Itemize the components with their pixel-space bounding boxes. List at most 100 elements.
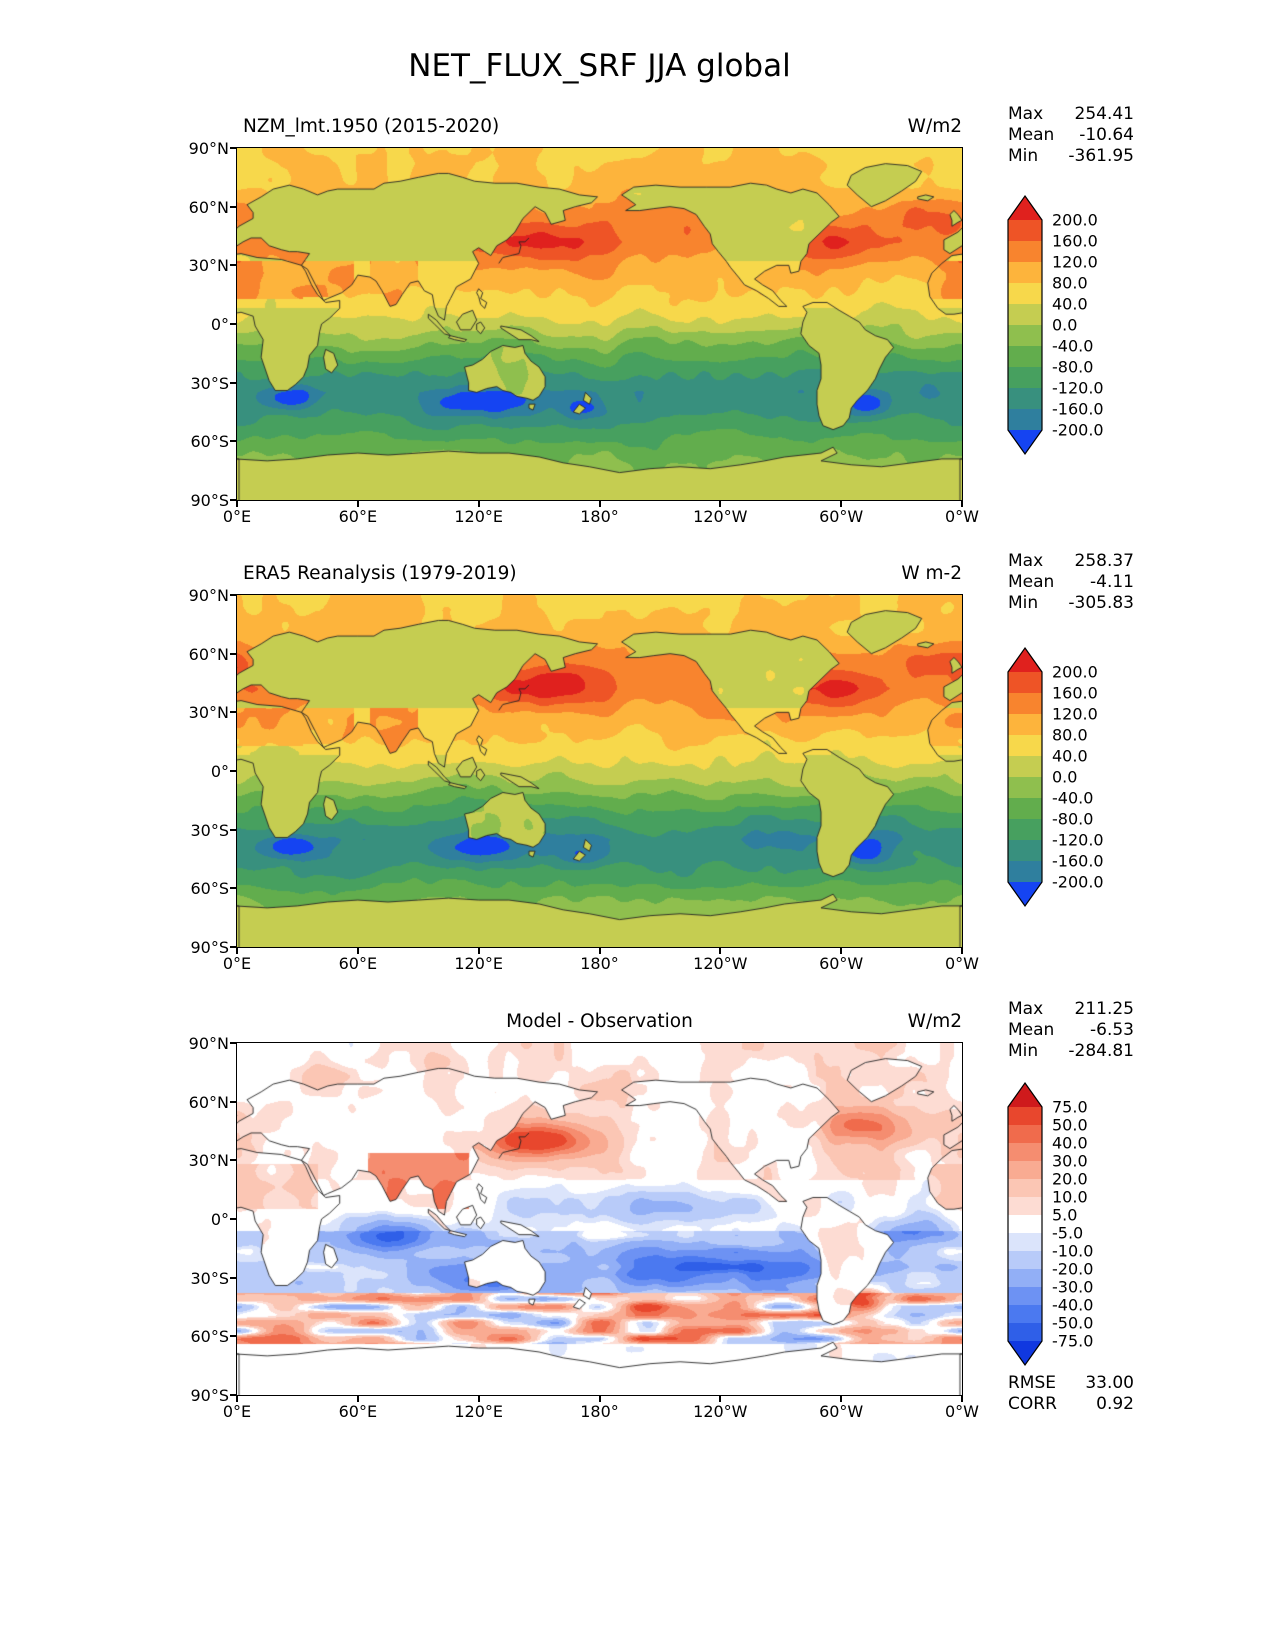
x-tick-label: 0°E [222,507,252,526]
x-tick-label: 180° [580,954,619,973]
y-tick-mark [230,887,236,890]
panel-title-model: NZM_lmt.1950 (2015-2020) [243,116,500,137]
x-tick-label: 60°W [819,954,864,973]
x-tick-label: 60°E [338,1402,378,1421]
x-tick-mark [477,948,480,954]
svg-text:120.0: 120.0 [1052,253,1098,272]
x-tick-mark [961,1396,963,1402]
svg-text:-10.0: -10.0 [1052,1242,1093,1261]
panel-title-observation: ERA5 Reanalysis (1979-2019) [243,563,517,584]
panel-title-difference: Model - Observation [506,1011,693,1032]
y-tick-label: 60°S [190,1327,229,1347]
svg-text:-20.0: -20.0 [1052,1260,1093,1279]
stat-row-min: Min -361.95 [1008,146,1134,167]
svg-text:50.0: 50.0 [1052,1116,1088,1135]
stats-block-difference: Max 211.25 Mean -6.53 Min -284.81 [1008,999,1134,1062]
x-tick-label: 0°W [945,954,979,973]
svg-text:-160.0: -160.0 [1052,400,1104,419]
x-tick-label: 180° [580,1402,619,1421]
colorbar-model: 200.0 160.0 120.0 80.0 40.0 0.0 -40.0 -80.0 -120… [1007,194,1104,456]
y-tick-label: 60°S [190,879,229,899]
y-tick-label: 90°N [188,1034,229,1053]
y-tick-mark [230,147,236,149]
x-tick-mark [356,1396,359,1402]
x-tick-label: 120°W [693,1402,748,1421]
svg-text:10.0: 10.0 [1052,1188,1088,1207]
stat-value: -4.11 [1090,572,1134,592]
y-tick-mark [230,323,236,325]
x-tick-mark [477,501,480,507]
y-tick-mark [230,770,236,772]
x-tick-mark [356,501,359,507]
x-tick-mark [719,501,722,507]
svg-text:-5.0: -5.0 [1052,1224,1083,1243]
x-tick-label: 0°W [945,1402,979,1421]
y-tick-label: 30°N [188,703,229,723]
y-tick-mark [230,652,236,655]
svg-text:75.0: 75.0 [1052,1098,1088,1117]
y-tick-mark [230,499,236,501]
y-tick-mark [230,264,236,267]
svg-text:-80.0: -80.0 [1052,358,1093,377]
stat-label: Max [1008,104,1044,124]
y-tick-mark [230,946,236,948]
metric-value: 33.00 [1085,1373,1134,1393]
y-tick-label: 30°N [188,1151,229,1171]
svg-text:30.0: 30.0 [1052,1152,1088,1171]
colorbar-observation: 200.0 160.0 120.0 80.0 40.0 0.0 -40.0 -80.0 -120… [1007,646,1104,908]
stat-value: 258.37 [1074,551,1134,571]
y-tick-label: 90°S [190,491,229,510]
stat-label: Min [1008,593,1039,613]
x-tick-label: 60°W [819,1402,864,1421]
y-tick-label: 0° [210,1210,229,1229]
y-tick-mark [230,1042,236,1044]
svg-text:40.0: 40.0 [1052,1134,1088,1153]
svg-text:200.0: 200.0 [1052,211,1098,230]
svg-text:-120.0: -120.0 [1052,831,1104,850]
x-tick-label: 120°E [454,1402,503,1421]
stat-row-mean: Mean -6.53 [1008,1020,1134,1041]
svg-text:-50.0: -50.0 [1052,1314,1093,1333]
svg-text:-200.0: -200.0 [1052,421,1104,440]
stat-row-max: Max 258.37 [1008,551,1134,572]
x-tick-label: 60°E [338,954,378,973]
y-tick-label: 30°S [190,373,229,393]
stat-value: -10.64 [1079,125,1134,145]
stat-row-min: Min -305.83 [1008,593,1134,614]
x-tick-label: 0°W [945,507,979,526]
x-tick-mark [236,1396,238,1402]
y-tick-mark [230,1394,236,1396]
x-tick-mark [477,1396,480,1402]
y-tick-label: 90°N [188,139,229,158]
x-tick-mark [236,501,238,507]
x-tick-label: 0°E [222,954,252,973]
svg-text:40.0: 40.0 [1052,747,1088,766]
y-tick-label: 90°S [190,1386,229,1405]
stat-label: Max [1008,999,1044,1019]
svg-text:160.0: 160.0 [1052,684,1098,703]
stat-row-mean: Mean -10.64 [1008,125,1134,146]
stats-block-model: Max 254.41 Mean -10.64 Min -361.95 [1008,104,1134,167]
svg-text:-40.0: -40.0 [1052,337,1093,356]
svg-text:-160.0: -160.0 [1052,852,1104,871]
stat-label: Mean [1008,1020,1055,1040]
x-tick-mark [840,501,843,507]
y-tick-mark [230,381,236,384]
y-tick-mark [230,711,236,714]
svg-text:20.0: 20.0 [1052,1170,1088,1189]
x-tick-mark [719,1396,722,1402]
metrics-block: RMSE 33.00 CORR 0.92 [1008,1373,1134,1415]
stat-value: -305.83 [1068,593,1134,613]
metric-row-corr: CORR 0.92 [1008,1394,1134,1415]
svg-text:-40.0: -40.0 [1052,1296,1093,1315]
metric-value: 0.92 [1096,1394,1134,1414]
svg-text:-80.0: -80.0 [1052,810,1093,829]
svg-text:40.0: 40.0 [1052,295,1088,314]
figure-title: NET_FLUX_SRF JJA global [408,48,791,84]
stat-value: 254.41 [1074,104,1134,124]
x-tick-label: 120°E [454,954,503,973]
stat-label: Max [1008,551,1044,571]
stat-row-min: Min -284.81 [1008,1041,1134,1062]
y-tick-label: 0° [210,762,229,781]
y-tick-mark [230,205,236,208]
